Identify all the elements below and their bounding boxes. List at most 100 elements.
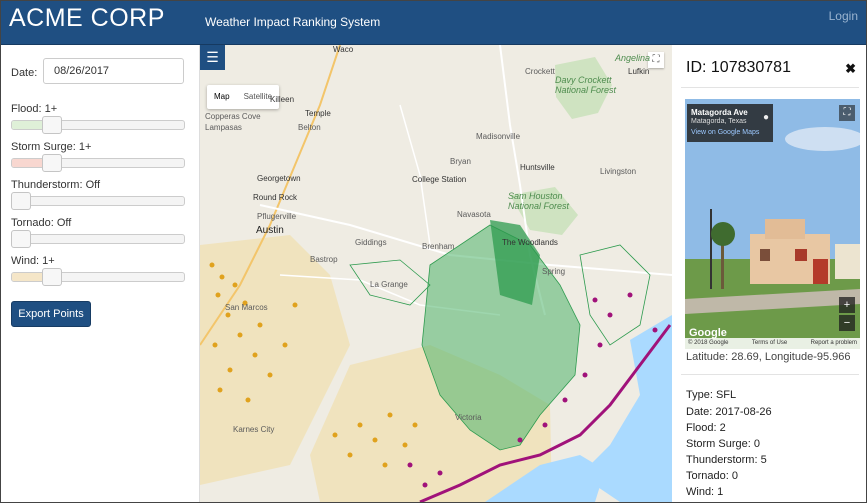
tornado-slider-handle[interactable] [11, 230, 31, 248]
terms-link[interactable]: Terms of Use [751, 340, 788, 346]
zoom-out-icon[interactable]: − [839, 315, 855, 331]
tornado-slider[interactable] [11, 230, 185, 248]
street-view-image[interactable]: Matagorda Ave Matagorda, Texas View on G… [685, 99, 860, 349]
map-label: Lampasas [205, 123, 242, 132]
forest-area [555, 57, 612, 119]
flood-slider-fill [12, 121, 53, 129]
map-label: Brenham [422, 242, 455, 251]
close-icon[interactable]: ✖ [845, 61, 856, 76]
fullscreen-icon[interactable]: ⛶ [648, 52, 664, 68]
detail-panel: ID: 107830781 ✖ Matagorda Ave M [673, 45, 866, 502]
hamburger-icon[interactable]: ☰ [200, 45, 225, 70]
map-label: Temple [305, 109, 331, 118]
storm-surge-slider[interactable] [11, 154, 185, 172]
google-logo: Google [689, 327, 727, 339]
map-label: Georgetown [257, 174, 301, 183]
storm-surge-slider-fill [12, 159, 53, 167]
wind-slider-fill [12, 273, 53, 281]
map-label: Giddings [355, 238, 387, 247]
map-label: Killeen [270, 95, 295, 104]
map-label: Huntsville [520, 163, 555, 172]
attr-flood: Flood: 2 [686, 422, 726, 434]
map-label: Victoria [455, 413, 482, 422]
map-label: Belton [298, 123, 321, 132]
attr-date: Date: 2017-08-26 [686, 406, 772, 418]
map-label: Madisonville [476, 132, 521, 141]
attr-thunderstorm: Thunderstorm: 5 [686, 454, 767, 466]
copyright-text: © 2018 Google [688, 340, 729, 346]
panel-title: ID: 107830781 [686, 59, 791, 76]
map-type-satellite[interactable]: Satellite [243, 92, 273, 101]
map-label: Navasota [457, 210, 491, 219]
gulf-water [485, 455, 605, 502]
zoom-in-icon[interactable]: + [839, 297, 855, 313]
map-label: Spring [542, 267, 566, 276]
street-view-info-card: Matagorda Ave Matagorda, Texas View on G… [687, 104, 773, 142]
login-link[interactable]: Login [828, 9, 858, 23]
attr-type: Type: SFL [686, 389, 737, 401]
map-pin-icon[interactable]: ● [763, 112, 770, 123]
thunderstorm-slider-handle[interactable] [11, 192, 31, 210]
attr-tornado: Tornado: 0 [686, 470, 738, 482]
date-input[interactable]: 08/26/2017 [43, 58, 184, 84]
flood-slider-label: Flood: 1+ [11, 103, 58, 115]
flood-slider[interactable] [11, 116, 185, 134]
map-label: The Woodlands [502, 238, 558, 247]
map-label: Round Rock [253, 193, 298, 202]
map-label: Bryan [450, 157, 471, 166]
navbar: ACME CORP Weather Impact Ranking System … [1, 1, 866, 45]
map-label: Pflugerville [257, 212, 297, 221]
storm-surge-points [407, 292, 658, 488]
map-label: Davy Crockett National Forest [555, 75, 617, 95]
map-label: Sam Houston National Forest [508, 191, 570, 211]
gulf-water [580, 315, 672, 502]
date-label: Date: [11, 67, 38, 79]
map-label: Waco [333, 45, 354, 54]
map-label: Karnes City [233, 425, 275, 434]
map-label: Angelina [615, 53, 651, 63]
wind-slider-handle[interactable] [41, 268, 62, 286]
street-location: Matagorda, Texas [691, 118, 747, 125]
highway-road [200, 45, 341, 346]
wind-slider-label: Wind: 1+ [11, 255, 55, 267]
map-label: Lufkin [628, 67, 650, 76]
tornado-slider-label: Tornado: Off [11, 217, 72, 229]
street-view-footer: © 2018 Google Terms of Use Report a prob… [685, 338, 860, 349]
report-link[interactable]: Report a problem [810, 340, 857, 346]
map-view[interactable]: ☰ Map Satellite ⛶ Waco Killeen Temple La… [200, 45, 672, 502]
storm-surge-line [419, 324, 672, 502]
lat-lon-text: Latitude: 28.69, Longitude-95.966 [686, 351, 851, 363]
storm-surge-slider-label: Storm Surge: 1+ [11, 141, 92, 153]
attr-wind: Wind: 1 [686, 486, 724, 498]
map-label: Austin [256, 225, 284, 236]
map-label: Livingston [600, 167, 637, 176]
map-label: Crockett [525, 67, 555, 76]
wind-impact-area [200, 235, 350, 485]
map-type-map[interactable]: Map [214, 92, 230, 101]
map-label: La Grange [370, 280, 408, 289]
flood-impact-outline [349, 259, 431, 306]
panel-divider [681, 87, 859, 88]
export-points-button[interactable]: Export Points [11, 301, 91, 327]
flood-slider-handle[interactable] [41, 116, 62, 134]
street-name: Matagorda Ave [691, 108, 748, 117]
wind-slider[interactable] [11, 268, 185, 286]
app-subtitle: Weather Impact Ranking System [205, 15, 381, 29]
filter-sidebar: Date: 08/26/2017 Flood: 1+ Storm Surge: … [1, 45, 200, 502]
highway-road [399, 104, 431, 246]
attr-storm-surge: Storm Surge: 0 [686, 438, 760, 450]
storm-surge-slider-handle[interactable] [41, 154, 62, 172]
flood-impact-area [490, 220, 540, 305]
street-fullscreen-icon[interactable]: ⛶ [839, 105, 855, 121]
map-canvas[interactable] [200, 45, 672, 502]
flood-impact-outline [579, 244, 651, 346]
thunderstorm-slider[interactable] [11, 192, 185, 210]
thunderstorm-slider-label: Thunderstorm: Off [11, 179, 101, 191]
map-label: College Station [412, 175, 467, 184]
view-on-google-maps-link[interactable]: View on Google Maps [691, 129, 760, 136]
forest-area [510, 187, 578, 235]
brand-logo[interactable]: ACME CORP [9, 4, 165, 32]
map-label: San Marcos [225, 303, 268, 312]
map-type-control: Map Satellite [207, 85, 280, 109]
